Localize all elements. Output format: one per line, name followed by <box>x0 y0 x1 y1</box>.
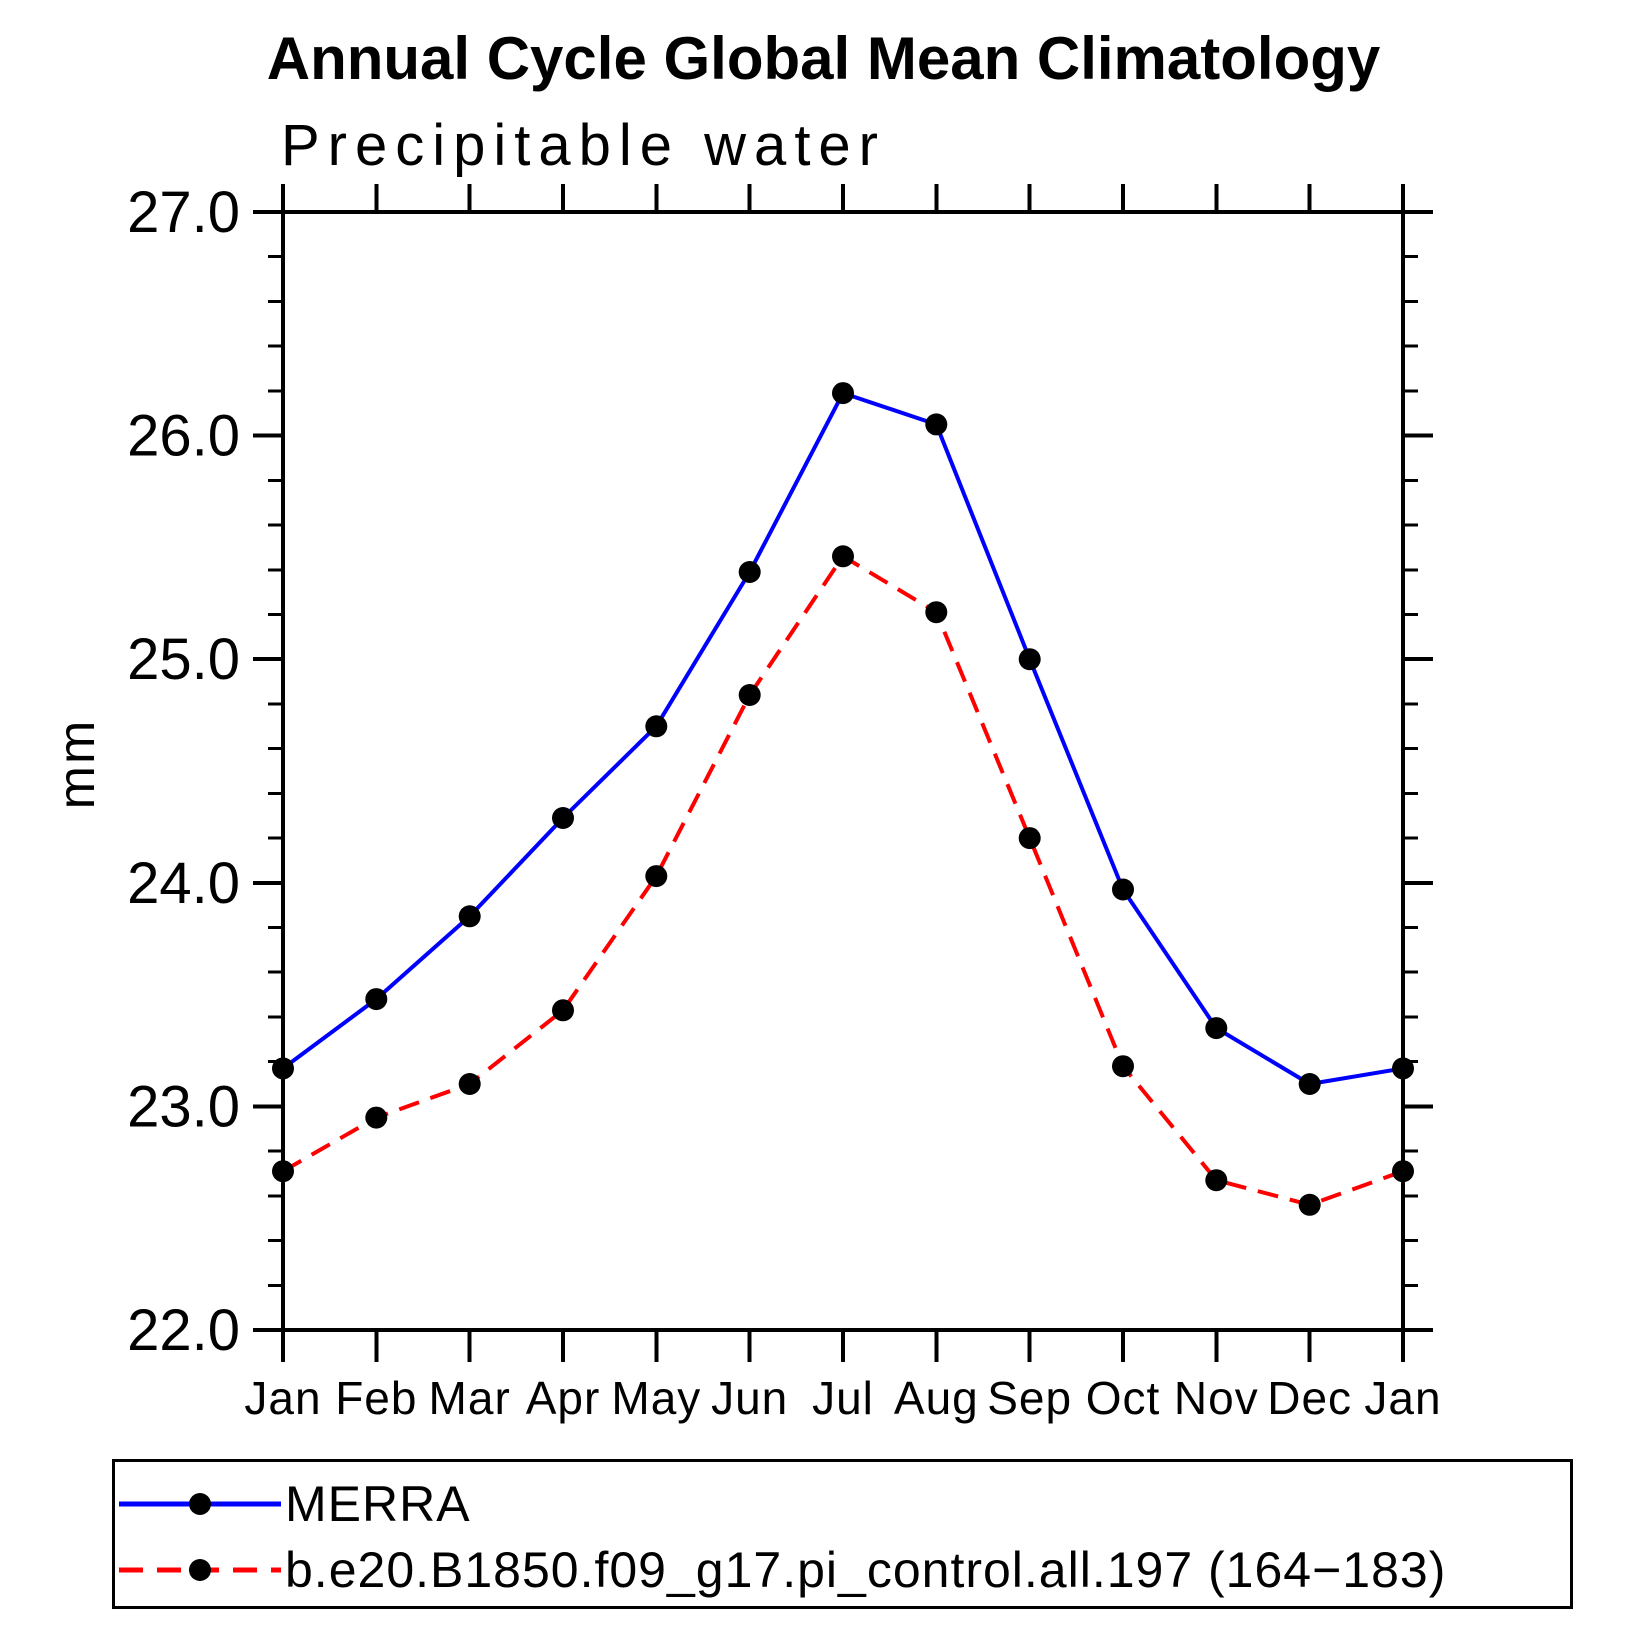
legend-item-model: b.e20.B1850.f09_g17.pi_control.all.197 (… <box>115 1542 1447 1598</box>
chart-subtitle: Precipitable water <box>281 113 886 178</box>
legend-swatch-solid-line <box>119 1493 281 1515</box>
series-merra <box>272 382 1414 1095</box>
y-tick-label: 26.0 <box>127 404 240 469</box>
x-tick-label: Jun <box>711 1372 788 1424</box>
data-point <box>458 1073 481 1095</box>
data-point <box>272 1057 294 1080</box>
data-point <box>645 715 668 738</box>
legend-label: MERRA <box>285 1476 471 1532</box>
series-b <box>272 545 1414 1216</box>
x-tick-label: Oct <box>1086 1372 1161 1424</box>
data-point <box>832 545 854 568</box>
y-tick-label: 24.0 <box>127 851 240 916</box>
y-tick-label: 23.0 <box>127 1074 240 1139</box>
data-point <box>1018 827 1041 850</box>
data-point <box>365 988 388 1011</box>
data-point <box>738 684 761 706</box>
data-point <box>272 1160 294 1183</box>
series-line <box>281 391 1404 1086</box>
x-tick-label: Sep <box>987 1372 1072 1424</box>
x-tick-label: Feb <box>335 1372 417 1424</box>
data-point <box>1112 878 1134 901</box>
data-point <box>1205 1017 1228 1040</box>
data-point <box>925 413 948 436</box>
data-point <box>832 382 854 405</box>
axes <box>253 184 1433 1362</box>
y-tick-label: 22.0 <box>127 1298 240 1363</box>
data-point <box>1298 1193 1321 1216</box>
x-tick-label: Dec <box>1267 1372 1352 1424</box>
y-tick-label: 27.0 <box>127 180 240 245</box>
data-point <box>552 807 574 829</box>
legend-marker-dot <box>189 1493 211 1515</box>
data-point <box>738 561 761 583</box>
data-point <box>1392 1160 1414 1183</box>
x-tick-label: Nov <box>1174 1372 1259 1424</box>
data-point <box>552 999 574 1022</box>
legend-swatch-dashed-line <box>119 1559 281 1581</box>
x-tick-label: Mar <box>429 1372 511 1424</box>
legend-marker-dot <box>189 1559 211 1581</box>
data-point <box>925 601 948 624</box>
x-tick-label: Apr <box>526 1372 601 1424</box>
legend-item-merra: MERRA <box>115 1476 471 1532</box>
legend: MERRA b.e20.B1850.f09_g17.pi_control.all… <box>112 1459 1573 1609</box>
y-tick-label: 25.0 <box>127 627 240 692</box>
data-point <box>458 905 481 928</box>
legend-label: b.e20.B1850.f09_g17.pi_control.all.197 (… <box>285 1542 1447 1598</box>
x-tick-label: Jul <box>812 1372 874 1424</box>
chart-title: Annual Cycle Global Mean Climatology <box>266 25 1381 92</box>
data-point <box>1298 1073 1321 1095</box>
x-tick-label: May <box>611 1372 701 1424</box>
plot-box <box>281 210 1405 1332</box>
x-tick-label: Jan <box>1364 1372 1441 1424</box>
data-point <box>645 865 668 888</box>
data-point <box>1112 1055 1134 1078</box>
data-point <box>1392 1057 1414 1080</box>
x-tick-label: Aug <box>894 1372 979 1424</box>
data-point <box>1018 648 1041 671</box>
data-point <box>1205 1169 1228 1192</box>
series-line <box>282 554 1404 1207</box>
x-tick-label: Jan <box>244 1372 321 1424</box>
data-point <box>365 1106 388 1129</box>
